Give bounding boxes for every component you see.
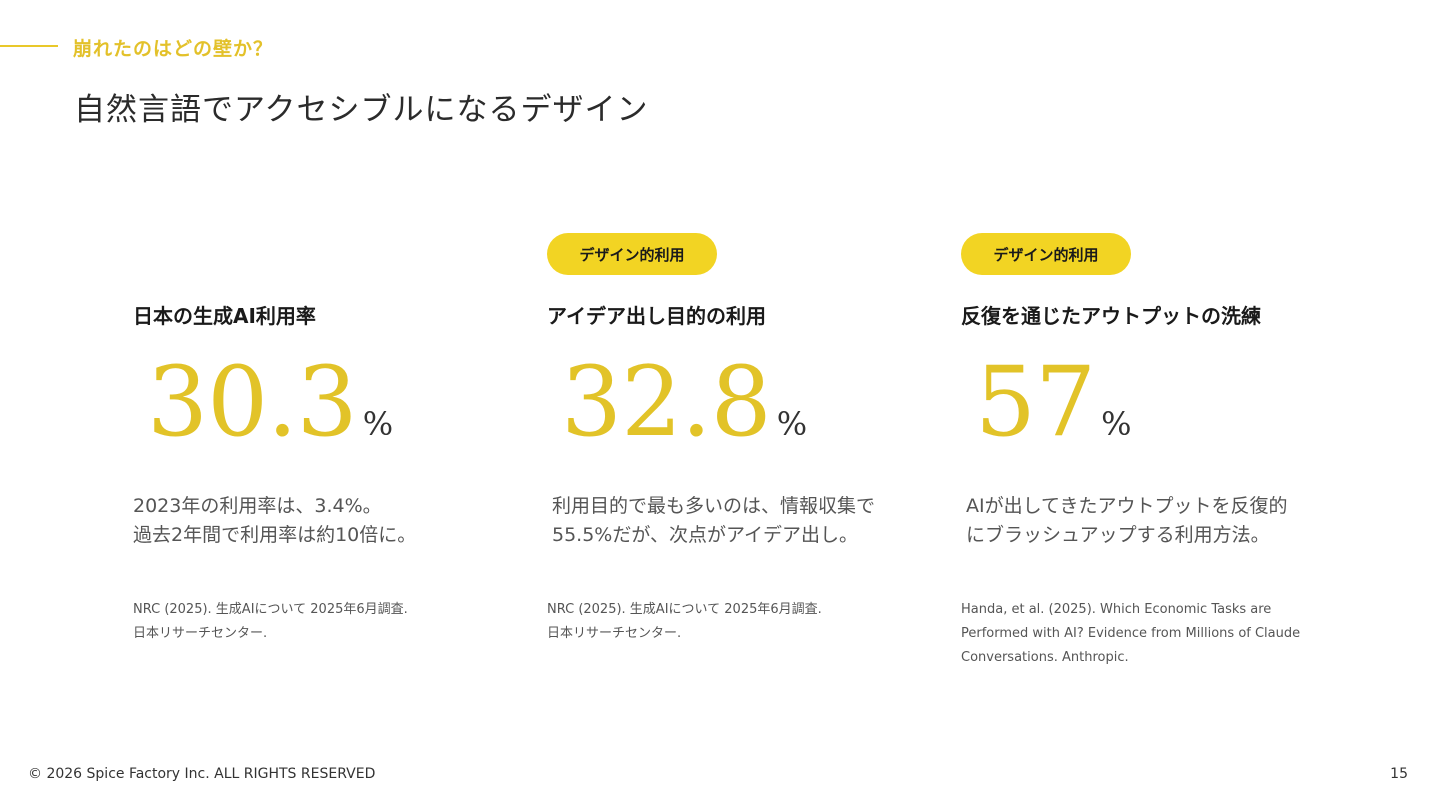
source-line: NRC (2025). 生成AIについて 2025年6月調査. [133, 602, 408, 617]
tag-badge: デザイン的利用 [547, 233, 717, 275]
section-label: 崩れたのはどの壁か？ [73, 38, 274, 60]
description-line: 利用目的で最も多いのは、情報収集で [552, 495, 876, 517]
description-line: にブラッシュアップする利用方法。 [966, 524, 1270, 546]
source-line: Handa, et al. (2025). Which Economic Tas… [961, 602, 1272, 617]
tag-badge: デザイン的利用 [961, 233, 1131, 275]
source-line: Conversations. Anthropic. [961, 650, 1129, 665]
card-title: アイデア出し目的の利用 [547, 304, 766, 328]
stat-unit: % [776, 405, 808, 443]
stat-figure: 57 % [975, 352, 1132, 453]
stat-figure: 32.8 % [561, 352, 807, 453]
source-line: 日本リサーチセンター. [133, 626, 268, 641]
description-line: 過去2年間で利用率は約10倍に。 [133, 524, 417, 546]
stat-value: 57 [975, 346, 1096, 458]
source-line: 日本リサーチセンター. [547, 626, 682, 641]
footer-copyright: © 2026 Spice Factory Inc. ALL RIGHTS RES… [28, 766, 376, 782]
stat-value: 30.3 [147, 346, 358, 458]
card-description: 2023年の利用率は、3.4%。 過去2年間で利用率は約10倍に。 [133, 492, 513, 550]
card-description: AIが出してきたアウトプットを反復的 にブラッシュアップする利用方法。 [966, 492, 1346, 550]
stat-figure: 30.3 % [147, 352, 393, 453]
page-title: 自然言語でアクセシブルになるデザイン [74, 92, 649, 128]
stat-value: 32.8 [561, 346, 772, 458]
description-line: 55.5%だが、次点がアイデア出し。 [552, 524, 859, 546]
card-title: 反復を通じたアウトプットの洗練 [961, 304, 1261, 328]
source-line: NRC (2025). 生成AIについて 2025年6月調査. [547, 602, 822, 617]
stat-unit: % [1101, 405, 1132, 443]
description-line: AIが出してきたアウトプットを反復的 [966, 495, 1288, 517]
card-source: Handa, et al. (2025). Which Economic Tas… [961, 598, 1341, 670]
source-line: Performed with AI? Evidence from Million… [961, 626, 1301, 641]
card-title: 日本の生成AI利用率 [133, 304, 316, 328]
header-accent-line [0, 45, 58, 47]
card-source: NRC (2025). 生成AIについて 2025年6月調査. 日本リサーチセン… [133, 598, 513, 646]
page-number: 15 [1390, 766, 1408, 782]
description-line: 2023年の利用率は、3.4%。 [133, 495, 382, 517]
stat-unit: % [362, 405, 394, 443]
card-source: NRC (2025). 生成AIについて 2025年6月調査. 日本リサーチセン… [547, 598, 927, 646]
card-description: 利用目的で最も多いのは、情報収集で 55.5%だが、次点がアイデア出し。 [552, 492, 932, 550]
